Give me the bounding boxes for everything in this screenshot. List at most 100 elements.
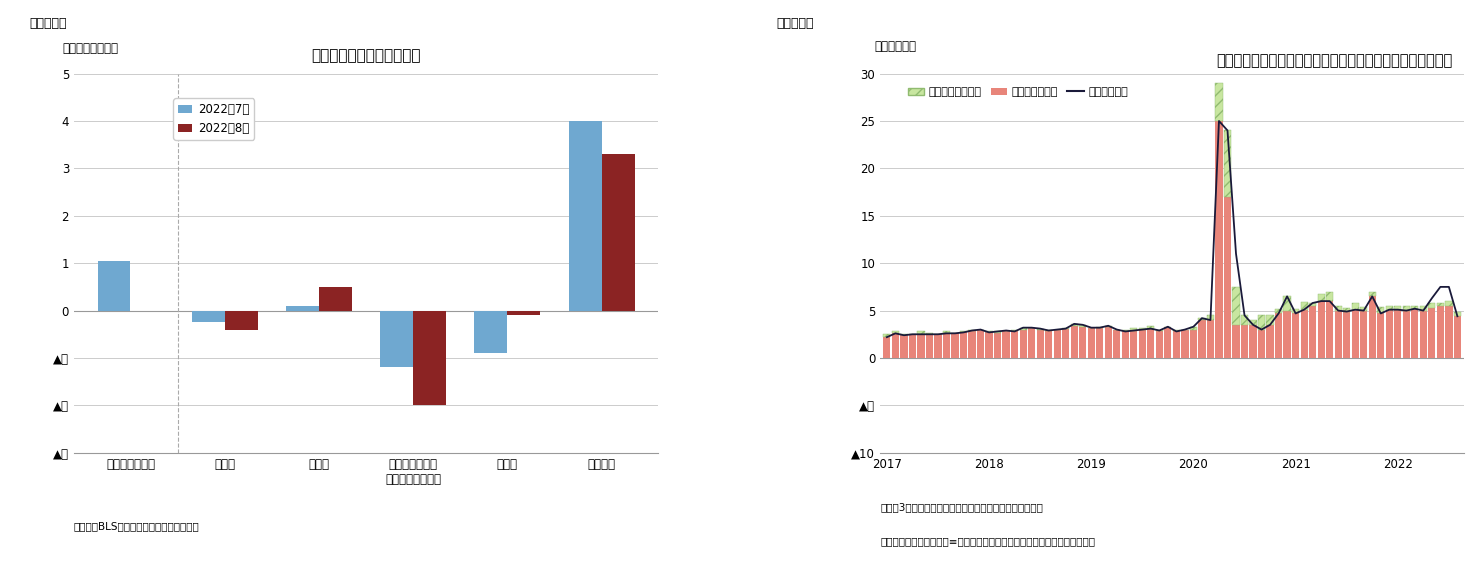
- Bar: [1080, 325, 1087, 327]
- Bar: [1454, 312, 1461, 358]
- Bar: [1241, 315, 1248, 325]
- Bar: [1259, 315, 1265, 358]
- Bar: [1019, 329, 1026, 358]
- Bar: [1429, 303, 1436, 308]
- Bar: [1411, 306, 1418, 358]
- Bar: [1216, 83, 1223, 358]
- Bar: [935, 335, 942, 358]
- Bar: [1046, 329, 1052, 331]
- Bar: [1155, 329, 1162, 358]
- Bar: [1395, 306, 1402, 358]
- Bar: [1130, 328, 1137, 331]
- Bar: [1105, 326, 1112, 327]
- Bar: [1148, 326, 1155, 329]
- Bar: [1352, 303, 1359, 310]
- Bar: [1037, 329, 1044, 358]
- Bar: [1318, 294, 1325, 358]
- Bar: [225, 311, 257, 329]
- Bar: [1080, 327, 1087, 358]
- Bar: [1223, 197, 1231, 358]
- Bar: [1105, 327, 1112, 358]
- Text: （図表４）: （図表４）: [776, 17, 813, 30]
- Bar: [1361, 307, 1368, 311]
- Bar: [1361, 307, 1368, 358]
- Bar: [1343, 308, 1350, 358]
- Bar: [1377, 307, 1384, 314]
- Bar: [1012, 329, 1018, 358]
- Bar: [1275, 308, 1282, 358]
- Bar: [1454, 312, 1461, 316]
- Bar: [944, 332, 950, 358]
- Bar: [1395, 306, 1402, 310]
- Bar: [1259, 315, 1265, 329]
- Bar: [994, 332, 1001, 333]
- Bar: [969, 329, 976, 331]
- Bar: [1148, 326, 1155, 358]
- Bar: [1377, 307, 1384, 358]
- Bar: [1096, 327, 1103, 328]
- Bar: [1216, 83, 1223, 121]
- Bar: [917, 332, 924, 335]
- Bar: [908, 335, 916, 358]
- Bar: [1402, 306, 1409, 311]
- Bar: [1189, 329, 1197, 358]
- Bar: [1445, 301, 1452, 306]
- Bar: [1334, 306, 1341, 358]
- Bar: [475, 311, 507, 353]
- Text: （資料）BLSよりニッセイ基礎研究所作成: （資料）BLSよりニッセイ基礎研究所作成: [74, 521, 200, 531]
- Bar: [1309, 306, 1316, 358]
- Bar: [1386, 306, 1393, 310]
- Bar: [1071, 326, 1078, 358]
- Bar: [960, 332, 967, 358]
- Bar: [1130, 328, 1137, 358]
- Bar: [1232, 325, 1239, 358]
- Bar: [892, 332, 899, 333]
- Bar: [1300, 302, 1307, 310]
- Bar: [994, 333, 1001, 358]
- Bar: [1062, 328, 1069, 329]
- Bar: [1293, 308, 1299, 314]
- Bar: [1046, 329, 1052, 358]
- Bar: [1198, 320, 1205, 358]
- Bar: [1411, 306, 1418, 308]
- Bar: [1445, 301, 1452, 358]
- Bar: [1368, 291, 1375, 297]
- Bar: [192, 311, 225, 323]
- Bar: [969, 329, 976, 358]
- Legend: 週当たり労働時間, 時間当たり賃金, 週当たり賃金: 週当たり労働時間, 時間当たり賃金, 週当たり賃金: [904, 83, 1133, 102]
- Bar: [1121, 329, 1128, 358]
- Bar: [1300, 302, 1307, 358]
- Bar: [1164, 327, 1171, 358]
- Text: （図表３）: （図表３）: [30, 17, 67, 30]
- Bar: [944, 332, 950, 333]
- Bar: [901, 335, 908, 358]
- Bar: [98, 261, 130, 311]
- Bar: [1053, 329, 1060, 358]
- Bar: [1062, 328, 1069, 358]
- Bar: [1087, 328, 1094, 358]
- Bar: [413, 311, 447, 405]
- Bar: [1429, 303, 1436, 358]
- Bar: [380, 311, 413, 367]
- Bar: [926, 333, 933, 335]
- Text: （年率、％）: （年率、％）: [874, 40, 916, 53]
- Title: 前月分・前々月分の改定幅: 前月分・前々月分の改定幅: [311, 48, 420, 63]
- Bar: [1232, 287, 1239, 325]
- Bar: [1241, 325, 1248, 358]
- Text: 週当たり賃金伸び率≡週当たり労働時間伸び率＋時間当たり賃金伸び率: 週当たり賃金伸び率≡週当たり労働時間伸び率＋時間当たり賃金伸び率: [880, 536, 1094, 546]
- Bar: [1096, 327, 1103, 358]
- Bar: [1207, 315, 1214, 320]
- Bar: [1436, 303, 1444, 306]
- Bar: [602, 154, 634, 311]
- Bar: [1182, 329, 1189, 358]
- Bar: [1250, 320, 1257, 325]
- Bar: [1266, 315, 1273, 358]
- Bar: [1318, 294, 1325, 301]
- Bar: [1309, 303, 1316, 306]
- Text: （注）3カ月後方移動平均後の前月比伸び率（年率換算）: （注）3カ月後方移動平均後の前月比伸び率（年率換算）: [880, 502, 1043, 512]
- Bar: [1293, 308, 1299, 358]
- Bar: [1327, 291, 1333, 301]
- Bar: [978, 329, 984, 358]
- Bar: [1071, 324, 1078, 326]
- Bar: [1173, 329, 1180, 332]
